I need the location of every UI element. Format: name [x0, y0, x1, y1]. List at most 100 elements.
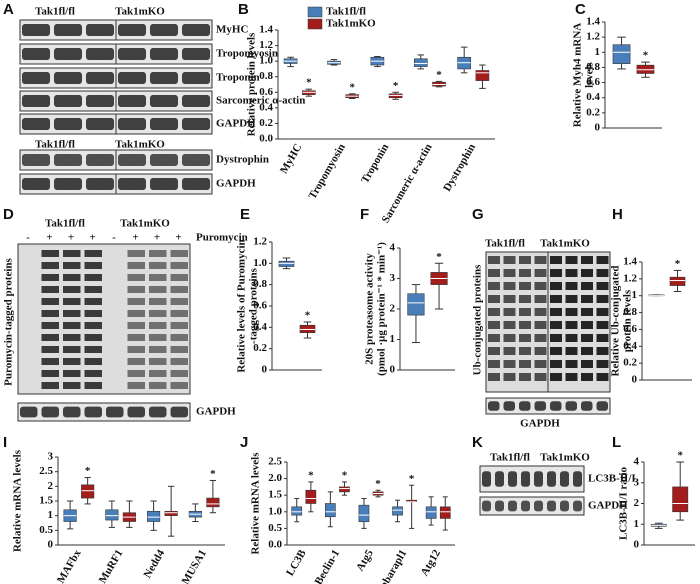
box: [206, 497, 220, 508]
box: [105, 509, 119, 521]
blot-band: [503, 360, 516, 368]
box: [439, 506, 451, 519]
x-tick-label: Nedd4: [141, 547, 167, 580]
blot-band: [581, 334, 593, 342]
blot-band: [54, 118, 82, 130]
blot-band: [118, 154, 146, 166]
blot-band: [596, 308, 609, 316]
blot-band: [41, 310, 59, 317]
blot-band: [488, 308, 500, 316]
blot-band: [503, 308, 516, 316]
blot-band: [560, 500, 569, 512]
blot-band: [565, 256, 578, 264]
y-tick-label: 0.6: [253, 300, 267, 312]
blot-band: [534, 471, 543, 487]
legend-label: Tak1mKO: [326, 18, 376, 30]
blot-band: [534, 360, 547, 368]
group-label: Tak1fl/fl: [35, 6, 75, 18]
box: [164, 510, 178, 516]
blot-band: [63, 286, 81, 293]
significance: *: [305, 310, 311, 322]
blot-band: [482, 500, 491, 512]
blot-band: [41, 298, 59, 305]
x-tick-label: Dystrophin: [441, 142, 478, 194]
blot-label: GAPDH: [216, 118, 256, 130]
blot-band: [503, 321, 516, 329]
y-tick-label: 1.5: [39, 495, 53, 507]
y-tick-label: 0.6: [623, 323, 637, 335]
y-axis-label: levels: [584, 61, 596, 87]
blot-band: [534, 256, 547, 264]
blot-band: [534, 321, 547, 329]
panel-letter: E: [240, 206, 250, 223]
y-axis-label: Relative Myh4 mRNA: [572, 23, 584, 128]
panel-letter: D: [3, 206, 14, 223]
box: [672, 486, 689, 513]
blot-band: [63, 310, 81, 317]
significance: *: [349, 81, 355, 93]
blot-band: [86, 48, 114, 60]
y-tick-label: 1.2: [259, 39, 273, 51]
blot-band: [41, 370, 59, 377]
blot-band: [84, 250, 102, 257]
blot-band: [41, 250, 59, 257]
blot-band: [495, 471, 504, 487]
y-tick-label: 0.4: [623, 340, 637, 352]
blot-ylabel: Ub-conjugated proteins: [472, 264, 484, 375]
blot-band: [127, 406, 145, 418]
box: [81, 484, 95, 499]
blot-band: [22, 72, 50, 84]
blot-band: [150, 72, 178, 84]
blot-band: [63, 382, 81, 389]
blot-band: [149, 322, 167, 329]
y-tick-label: 2: [390, 303, 396, 315]
blot-band: [170, 322, 188, 329]
lane-sign: +: [89, 232, 95, 244]
blot-band: [86, 154, 114, 166]
blot-band: [508, 500, 517, 512]
blot-band: [182, 178, 210, 190]
blot-band: [63, 406, 81, 418]
y-tick-label: 1.2: [586, 31, 600, 43]
blot-label: GAPDH: [520, 418, 560, 430]
blot-band: [86, 95, 114, 107]
blot-band: [565, 321, 578, 329]
blot-band: [150, 118, 178, 130]
blot-band: [84, 382, 102, 389]
y-tick-label: 0.8: [586, 61, 600, 73]
blot-band: [63, 274, 81, 281]
y-tick-label: 0.6: [586, 76, 600, 88]
blot-band: [550, 347, 562, 355]
legend-swatch: [307, 18, 323, 30]
group-label: Tak1mKO: [540, 452, 590, 464]
blot-band: [63, 250, 81, 257]
significance: *: [677, 450, 683, 462]
y-tick-label: 0.2: [586, 106, 600, 118]
lane-sign: +: [175, 232, 181, 244]
y-axis-label: protein levels: [622, 289, 634, 352]
blot-band: [170, 310, 188, 317]
blot-band: [106, 406, 124, 418]
blot-band: [149, 250, 167, 257]
blot-band: [84, 274, 102, 281]
blot-band: [150, 154, 178, 166]
blot-band: [519, 373, 531, 381]
y-axis-label: 20S proteasome activity: [364, 253, 376, 365]
panel-letter: L: [612, 434, 621, 451]
blot-band: [550, 401, 562, 411]
blot-band: [54, 95, 82, 107]
blot-band: [41, 262, 59, 269]
y-tick-label: 1.5: [268, 489, 282, 501]
blot-band: [63, 298, 81, 305]
group-label: Tak1mKO: [120, 218, 170, 230]
significance: *: [85, 465, 91, 477]
y-tick-label: 0: [634, 539, 640, 551]
y-tick-label: 0.2: [623, 357, 637, 369]
blot-band: [565, 269, 578, 277]
blot-band: [170, 298, 188, 305]
group-label: Tak1fl/fl: [45, 218, 85, 230]
blot-band: [118, 178, 146, 190]
blot-band: [596, 256, 609, 264]
blot-band: [22, 95, 50, 107]
blot-band: [170, 286, 188, 293]
